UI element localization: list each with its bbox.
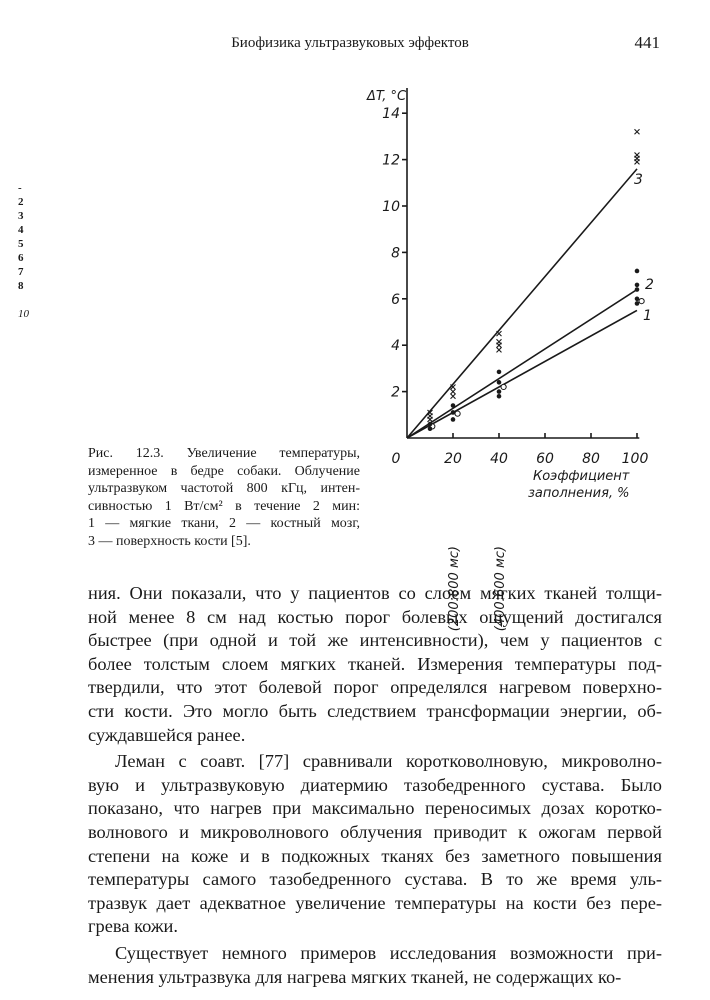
text-line: тразвук дает адекватное увеличение темпе… bbox=[88, 892, 662, 913]
series-label-2: 2 bbox=[645, 277, 654, 293]
data-point-series-2 bbox=[496, 393, 502, 399]
x-axis-label-line: заполнения, % bbox=[528, 486, 630, 501]
caption-line: измеренное в бедре собаки. Облучение bbox=[88, 463, 360, 479]
x-tick-label: 20 bbox=[444, 451, 462, 467]
text-line: ния. Они показали, что у пациентов со сл… bbox=[88, 583, 662, 603]
paragraph: Существует немного примеров исследования… bbox=[88, 942, 662, 989]
x-tick-label: 40 bbox=[490, 451, 508, 467]
series-label-3: 3 bbox=[634, 172, 643, 188]
caption-line: Рис. 12.3. Увеличение температуры, bbox=[88, 446, 360, 461]
text-line: суждавшейся ранее. bbox=[88, 724, 246, 745]
y-tick-label: 4 bbox=[391, 338, 400, 354]
margin-mark: 5 bbox=[18, 238, 24, 250]
data-point-series-2 bbox=[450, 417, 456, 422]
caption-line: сивностью 1 Вт/см² в течение 2 мин: bbox=[88, 498, 360, 514]
margin-mark: 6 bbox=[18, 252, 24, 264]
x-tick-label: 80 bbox=[582, 451, 600, 467]
x-annotation: (200:800 мс) bbox=[447, 546, 462, 631]
data-point-series-3 bbox=[427, 409, 433, 416]
text-line: вую и ультразвуковую диатермию тазобедре… bbox=[88, 774, 662, 795]
data-point-series-3 bbox=[450, 393, 456, 400]
data-point-series-3 bbox=[496, 346, 502, 353]
margin-mark: 7 bbox=[18, 266, 24, 278]
margin-mark: - bbox=[18, 182, 22, 194]
fit-line-series-1 bbox=[406, 309, 638, 439]
series-label-1: 1 bbox=[643, 308, 652, 324]
data-point-series-2 bbox=[634, 296, 640, 302]
paragraph: Леман с соавт. [77] сравнивали коротково… bbox=[88, 750, 662, 939]
data-point-series-3 bbox=[496, 330, 502, 337]
data-point-series-2 bbox=[634, 268, 640, 274]
data-point-series-2 bbox=[634, 287, 640, 292]
data-point-series-2 bbox=[427, 426, 433, 432]
margin-mark: 2 bbox=[18, 196, 24, 208]
text-line: волнового и микроволнового облучения при… bbox=[88, 821, 662, 842]
data-point-series-1 bbox=[500, 383, 507, 391]
text-line: более толстым слоем мягких тканей. Измер… bbox=[88, 653, 662, 674]
x-tick-label: 100 bbox=[622, 451, 649, 467]
data-point-series-2 bbox=[634, 301, 640, 306]
caption-line: 1 — мягкие ткани, 2 — костный мозг, bbox=[88, 516, 360, 532]
margin-mark: 4 bbox=[18, 224, 24, 236]
running-title: Биофизика ультразвуковых эффектов bbox=[231, 35, 469, 51]
fit-line-series-2 bbox=[406, 288, 638, 439]
text-line: менения ультразвука для нагрева мягких т… bbox=[88, 966, 622, 987]
data-point-series-2 bbox=[634, 282, 640, 288]
y-axis-label: ΔT, °C bbox=[366, 89, 407, 104]
data-point-series-3 bbox=[496, 338, 502, 345]
text-line: Леман с соавт. [77] сравнивали коротково… bbox=[115, 751, 662, 772]
y-tick-label: 12 bbox=[382, 153, 400, 169]
margin-mark: 3 bbox=[18, 210, 24, 222]
text-line: быстрее (при одной и той же интенсивност… bbox=[88, 630, 662, 651]
y-tick-label: 14 bbox=[382, 106, 400, 122]
y-tick-label: 8 bbox=[391, 245, 400, 261]
text-line: твердили, что этот болевой порог определ… bbox=[88, 677, 662, 698]
x-axis-label-line: Коэффициент bbox=[533, 469, 630, 484]
data-point-series-2 bbox=[496, 369, 502, 375]
fit-line-series-3 bbox=[406, 168, 638, 439]
y-tick-label: 2 bbox=[391, 385, 400, 401]
margin-mark: 8 bbox=[18, 280, 24, 292]
margin-mark: 10 bbox=[18, 308, 29, 320]
data-point-series-3 bbox=[634, 128, 640, 135]
data-point-series-2 bbox=[450, 403, 456, 408]
margin-line-numbers: - 2 3 4 5 6 7 8 10 bbox=[18, 181, 29, 321]
text-line: сти кости. Это могло быть следствием тра… bbox=[88, 700, 662, 721]
x-tick-label: 60 bbox=[536, 451, 554, 467]
data-point-series-3 bbox=[634, 152, 640, 158]
data-point-series-3 bbox=[450, 388, 456, 395]
text-line: ной менее 8 см над костью порог болевых … bbox=[88, 606, 662, 627]
data-point-series-2 bbox=[496, 389, 502, 394]
data-point-series-2 bbox=[427, 421, 433, 427]
data-point-series-1 bbox=[638, 298, 645, 305]
y-tick-label: 6 bbox=[391, 292, 400, 308]
text-line: температуры самого тазобедренного сустав… bbox=[88, 869, 662, 890]
x-tick-label: 0 bbox=[392, 451, 401, 467]
page-number: 441 bbox=[634, 33, 661, 52]
x-annotation: (400:600 мс) bbox=[493, 546, 508, 631]
text-line: степени на коже и в подкожных тканях без… bbox=[88, 845, 662, 866]
caption-line: 3 — поверхность кости [5]. bbox=[88, 533, 251, 549]
paragraph: ния. Они показали, что у пациентов со сл… bbox=[88, 582, 662, 747]
data-point-series-2 bbox=[496, 380, 502, 385]
text-line: Существует немного примеров исследования… bbox=[115, 942, 662, 963]
caption-line: ультразвуком частотой 800 кГц, интен- bbox=[88, 481, 360, 497]
data-point-series-3 bbox=[450, 384, 456, 390]
text-line: показано, что нагрев при максимально пер… bbox=[88, 798, 662, 819]
body-text: ния. Они показали, что у пациентов со сл… bbox=[88, 582, 662, 992]
data-point-series-2 bbox=[450, 410, 456, 415]
figure-caption: Рис. 12.3. Увеличение температуры, измер… bbox=[88, 445, 360, 551]
text-line: грева кожи. bbox=[88, 916, 178, 937]
data-point-series-1 bbox=[454, 410, 461, 417]
y-tick-label: 10 bbox=[382, 199, 400, 215]
